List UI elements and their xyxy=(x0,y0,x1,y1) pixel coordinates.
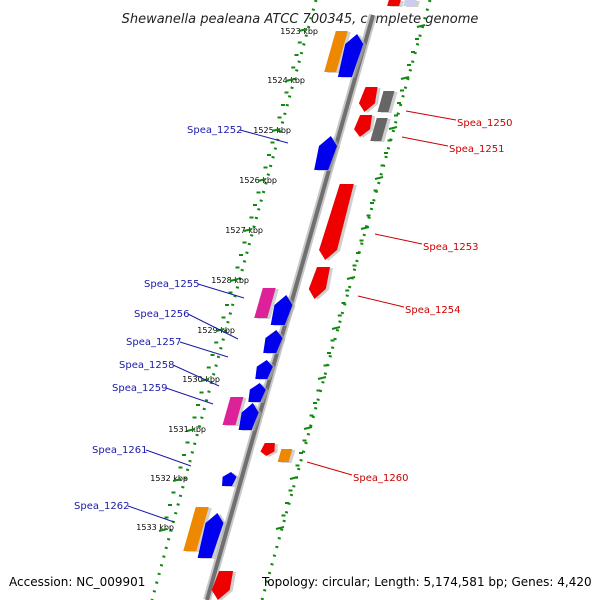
forward-gene-feature[interactable] xyxy=(248,383,266,402)
gene-label-spea-1256[interactable]: Spea_1256 xyxy=(134,309,189,320)
gene-label-spea-1258[interactable]: Spea_1258 xyxy=(119,360,174,371)
reverse-label-leader xyxy=(401,136,449,147)
forward-gene-feature[interactable] xyxy=(314,136,337,170)
gray-feature[interactable] xyxy=(370,118,388,141)
forward-tick-mark xyxy=(257,178,267,182)
forward-label-leader xyxy=(239,129,289,144)
forward-label-leader xyxy=(165,387,214,405)
reverse-tick-mark xyxy=(388,126,398,130)
gene-label-spea-1251[interactable]: Spea_1251 xyxy=(449,144,504,155)
gene-label-spea-1253[interactable]: Spea_1253 xyxy=(423,242,478,253)
reverse-tick-mark xyxy=(346,276,356,280)
forward-gene-feature[interactable] xyxy=(263,330,283,353)
reverse-label-leader xyxy=(374,233,423,245)
orange-feature[interactable] xyxy=(183,507,209,551)
gene-label-spea-1254[interactable]: Spea_1254 xyxy=(405,305,460,316)
gene-label-spea-1260[interactable]: Spea_1260 xyxy=(353,473,408,484)
forward-tick-mark xyxy=(298,28,308,32)
reverse-gene-feature[interactable] xyxy=(308,267,331,299)
gene-features[interactable] xyxy=(183,0,420,600)
reverse-tick-mark xyxy=(416,24,426,28)
reverse-label-leader xyxy=(306,461,353,476)
reverse-gene-feature[interactable] xyxy=(260,443,275,456)
orange-feature[interactable] xyxy=(277,449,293,462)
forward-gene-feature[interactable] xyxy=(337,34,364,77)
faded-feature[interactable] xyxy=(403,0,417,6)
forward-gene-feature[interactable] xyxy=(238,403,259,430)
reverse-tick-mark xyxy=(317,376,327,380)
magenta-feature[interactable] xyxy=(222,397,244,425)
forward-gene-feature[interactable] xyxy=(222,472,237,486)
forward-tick-mark xyxy=(186,428,196,432)
kbp-tick-label: 1532 kbp xyxy=(150,474,188,483)
reverse-label-leader xyxy=(357,295,405,308)
gene-label-spea-1259[interactable]: Spea_1259 xyxy=(112,383,167,394)
genome-summary-text: Topology: circular; Length: 5,174,581 bp… xyxy=(261,575,592,589)
reverse-tick-mark xyxy=(331,326,341,330)
reverse-gene-feature[interactable] xyxy=(358,87,378,112)
reverse-tick-mark xyxy=(289,476,299,480)
forward-tick-mark xyxy=(158,528,168,532)
forward-tick-mark xyxy=(229,278,239,282)
forward-label-leader xyxy=(187,313,239,340)
gene-label-spea-1262[interactable]: Spea_1262 xyxy=(74,501,129,512)
forward-label-leader xyxy=(145,449,192,467)
forward-gene-feature[interactable] xyxy=(270,295,293,325)
kbp-tick-label: 1533 kbp xyxy=(136,523,174,532)
kbp-tick-label: 1530 kbp xyxy=(182,375,220,384)
forward-tick-mark xyxy=(172,478,182,482)
reverse-tick-mark xyxy=(275,526,285,530)
forward-tick-mark xyxy=(243,228,253,232)
forward-tick-mark xyxy=(271,128,281,132)
gene-label-spea-1255[interactable]: Spea_1255 xyxy=(144,279,199,290)
gene-label-spea-1252[interactable]: Spea_1252 xyxy=(187,125,242,136)
forward-tick-mark xyxy=(285,78,295,82)
gene-label-spea-1261[interactable]: Spea_1261 xyxy=(92,445,147,456)
accession-text: Accession: NC_009901 xyxy=(9,575,145,589)
gray-feature[interactable] xyxy=(377,91,395,112)
gene-label-spea-1250[interactable]: Spea_1250 xyxy=(457,118,512,129)
forward-gene-feature[interactable] xyxy=(197,513,224,558)
reverse-gene-feature[interactable] xyxy=(387,0,401,6)
reverse-tick-mark xyxy=(303,426,313,430)
gene-labels[interactable]: Spea_1252 Spea_1255 Spea_1256 Spea_1257 Spea… xyxy=(74,110,512,523)
reverse-tick-mark xyxy=(400,76,410,80)
map-title: Shewanella pealeana ATCC 700345, complet… xyxy=(122,12,479,27)
reverse-tick-mark xyxy=(374,176,384,180)
kbp-tick-label: 1531 kbp xyxy=(168,425,206,434)
forward-label-leader xyxy=(127,505,175,523)
reverse-tick-mark xyxy=(360,226,370,230)
forward-gene-feature[interactable] xyxy=(255,360,273,379)
reverse-gene-feature[interactable] xyxy=(211,571,234,600)
gene-label-spea-1257[interactable]: Spea_1257 xyxy=(126,337,181,348)
forward-label-leader xyxy=(197,283,245,299)
reverse-gene-feature[interactable] xyxy=(354,115,373,137)
forward-label-leader xyxy=(172,364,220,387)
magenta-feature[interactable] xyxy=(254,288,276,318)
forward-label-leader xyxy=(179,341,229,358)
reverse-gene-feature[interactable] xyxy=(319,184,354,260)
reverse-label-leader xyxy=(405,110,457,121)
orange-feature[interactable] xyxy=(324,31,348,72)
